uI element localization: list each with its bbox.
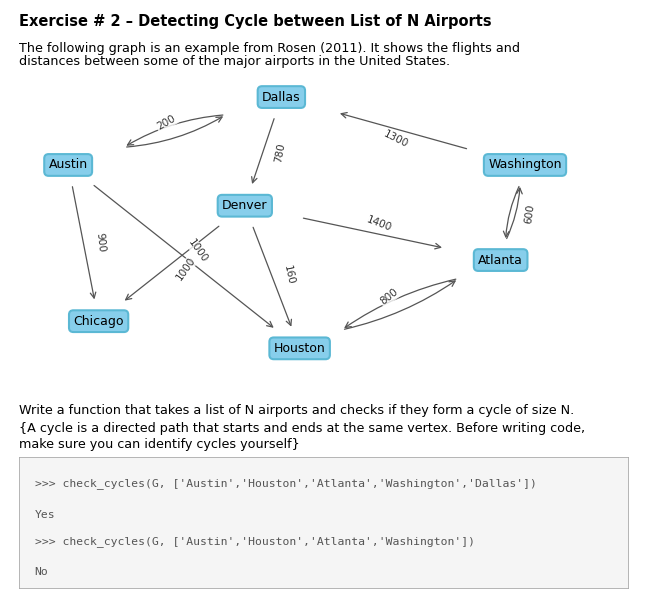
Text: Washington: Washington bbox=[488, 159, 562, 171]
Text: >>> check_cycles(G, ['Austin','Houston','Atlanta','Washington']): >>> check_cycles(G, ['Austin','Houston',… bbox=[34, 536, 475, 547]
Text: Exercise # 2 – Detecting Cycle between List of N Airports: Exercise # 2 – Detecting Cycle between L… bbox=[19, 14, 492, 29]
Text: make sure you can identify cycles yourself}: make sure you can identify cycles yourse… bbox=[19, 438, 300, 451]
Text: Houston: Houston bbox=[273, 342, 325, 355]
Text: Yes: Yes bbox=[34, 510, 55, 520]
Text: 780: 780 bbox=[273, 142, 286, 163]
FancyBboxPatch shape bbox=[19, 457, 629, 589]
Text: {A cycle is a directed path that starts and ends at the same vertex. Before writ: {A cycle is a directed path that starts … bbox=[19, 422, 586, 435]
Text: >>> check_cycles(G, ['Austin','Houston','Atlanta','Washington','Dallas']): >>> check_cycles(G, ['Austin','Houston',… bbox=[34, 478, 537, 489]
Text: Write a function that takes a list of N airports and checks if they form a cycle: Write a function that takes a list of N … bbox=[19, 404, 575, 417]
Text: distances between some of the major airports in the United States.: distances between some of the major airp… bbox=[19, 55, 450, 69]
Text: Austin: Austin bbox=[49, 159, 87, 171]
Text: No: No bbox=[34, 567, 49, 576]
Text: 600: 600 bbox=[524, 203, 536, 224]
Text: 160: 160 bbox=[282, 264, 296, 285]
Text: 900: 900 bbox=[95, 232, 106, 252]
Text: 800: 800 bbox=[379, 287, 400, 307]
Text: 1000: 1000 bbox=[174, 255, 197, 282]
Text: Dallas: Dallas bbox=[262, 91, 301, 103]
Text: 1000: 1000 bbox=[186, 237, 209, 265]
Text: Atlanta: Atlanta bbox=[478, 254, 523, 267]
Text: Denver: Denver bbox=[222, 199, 268, 212]
Text: 1400: 1400 bbox=[365, 215, 393, 233]
Text: 200: 200 bbox=[156, 114, 178, 132]
Text: Chicago: Chicago bbox=[73, 315, 124, 328]
Text: The following graph is an example from Rosen (2011). It shows the flights and: The following graph is an example from R… bbox=[19, 42, 520, 55]
Text: 1300: 1300 bbox=[382, 129, 410, 150]
